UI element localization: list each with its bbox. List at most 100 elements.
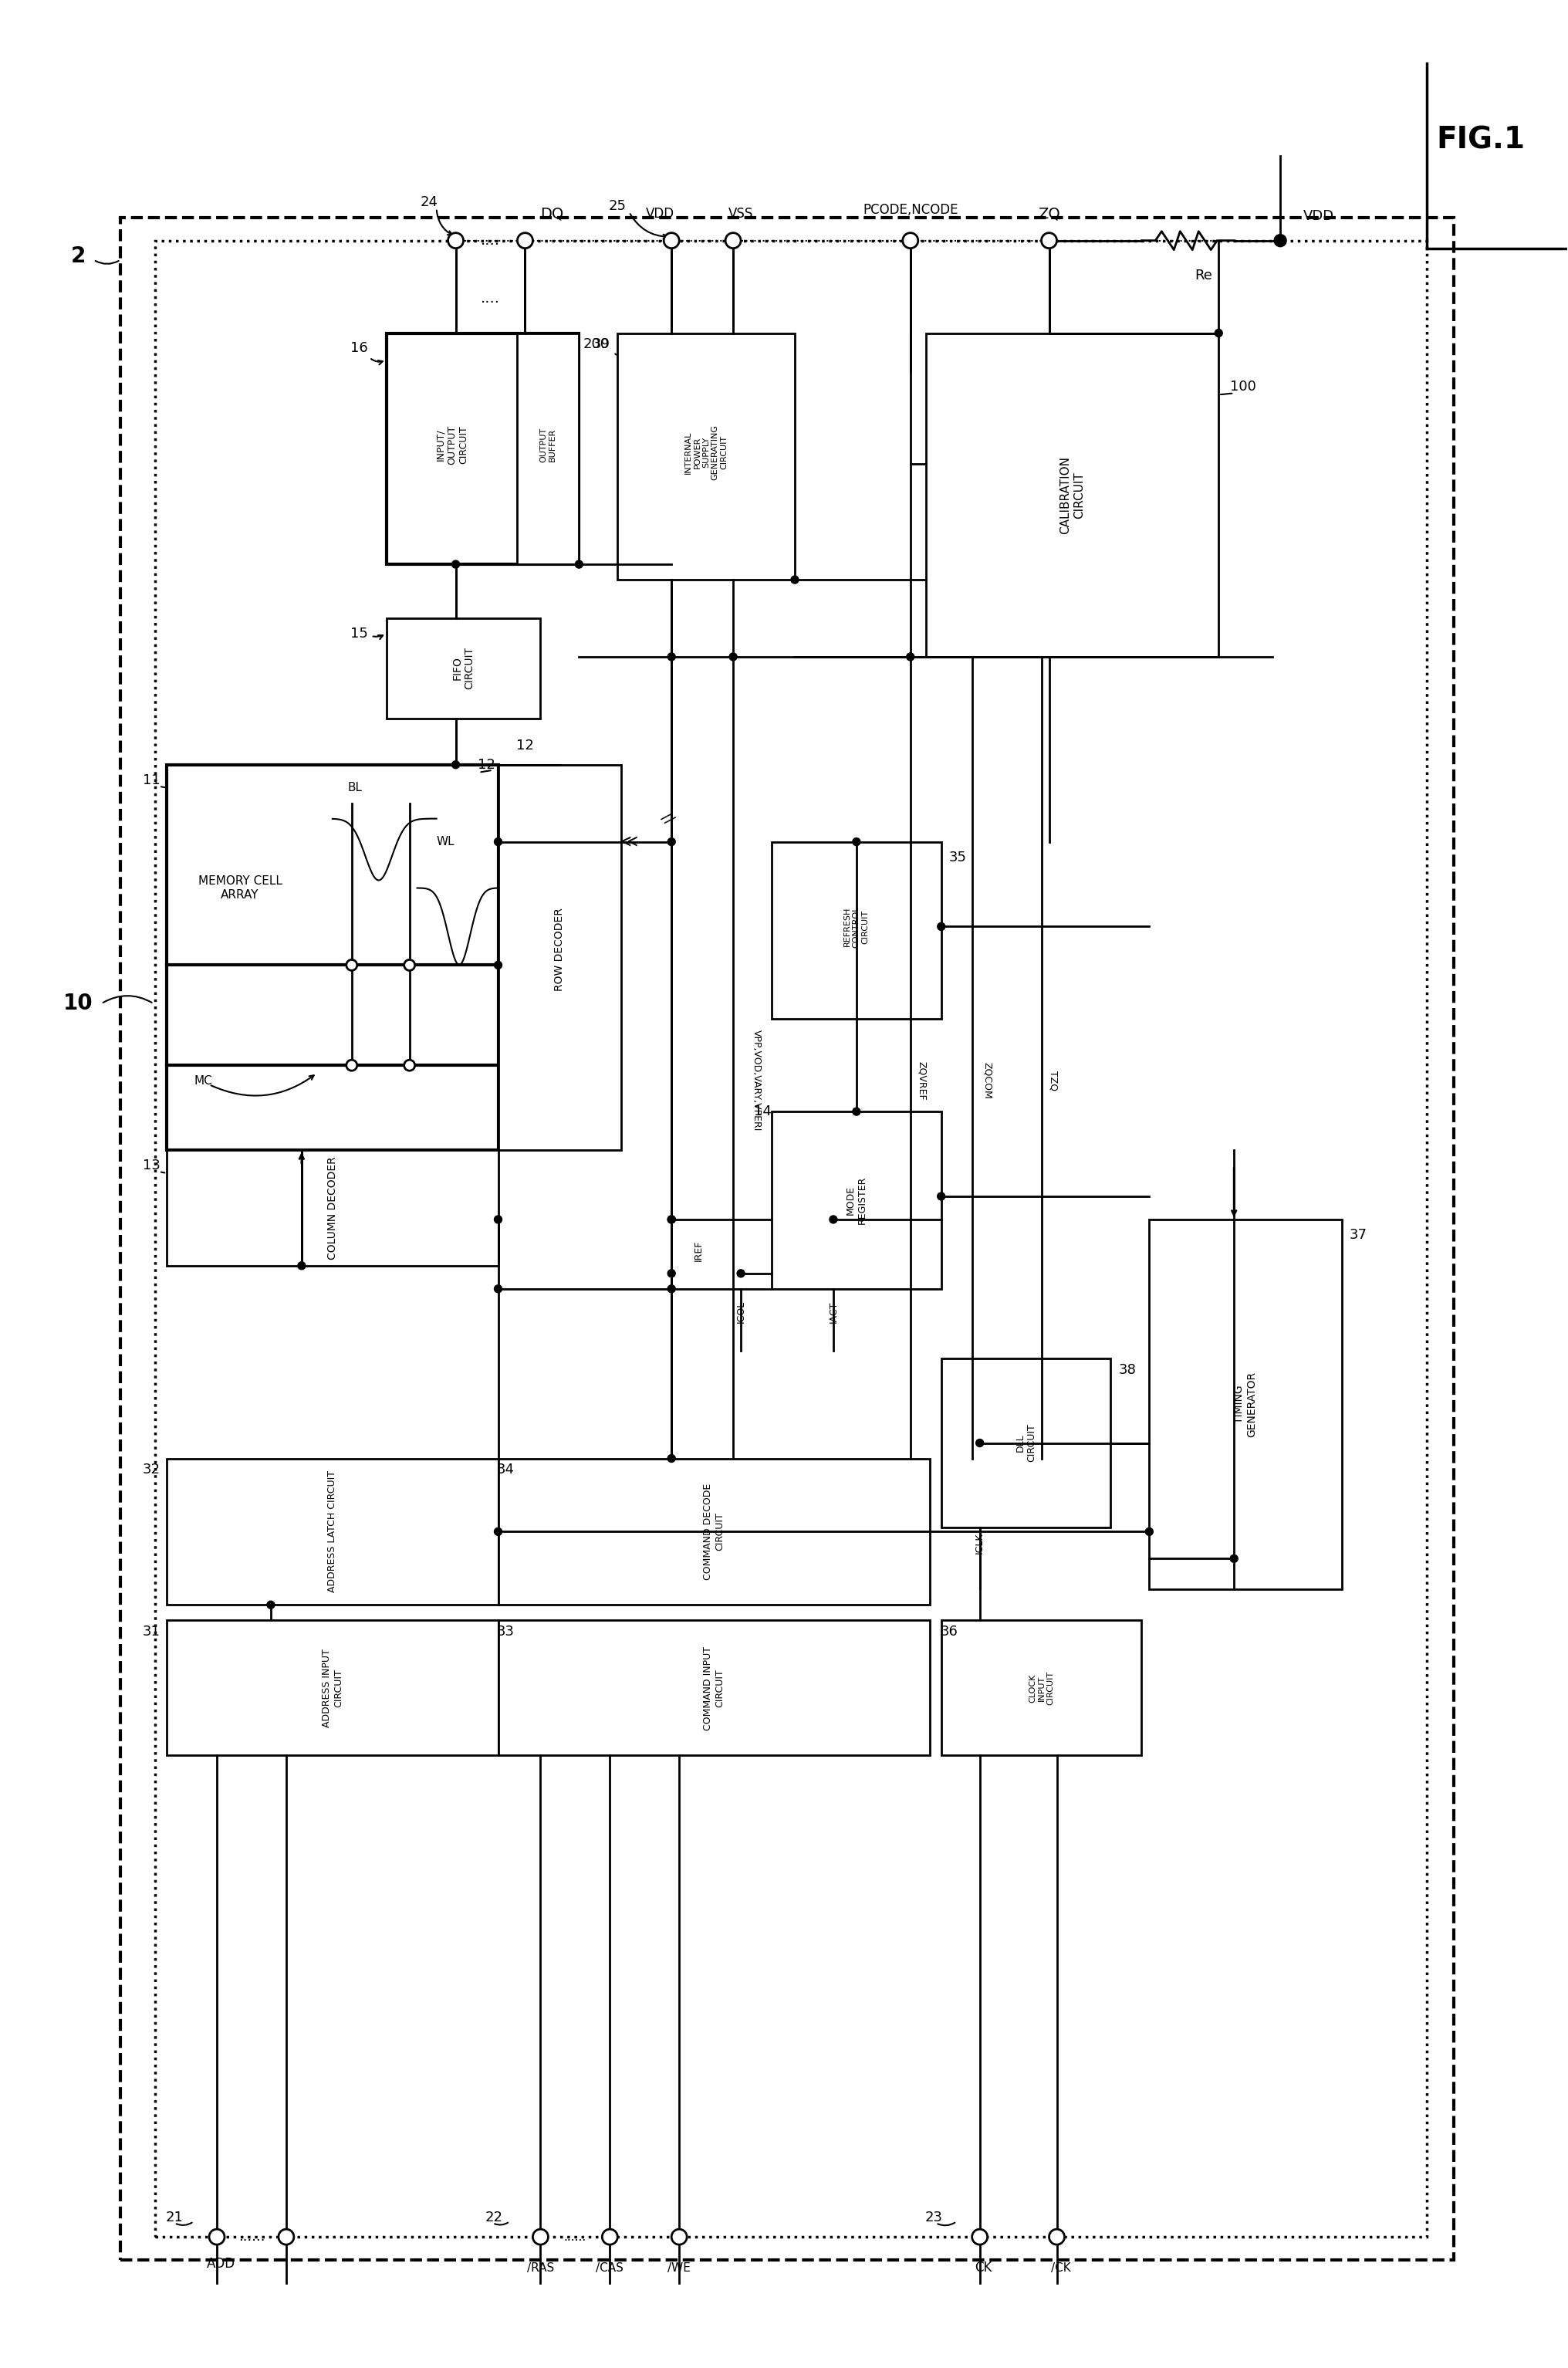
Bar xyxy=(771,841,941,1018)
Circle shape xyxy=(668,1269,676,1276)
Text: 21: 21 xyxy=(166,2212,183,2224)
Circle shape xyxy=(452,561,459,568)
Bar xyxy=(941,1359,1110,1527)
Text: DLL
CIRCUIT: DLL CIRCUIT xyxy=(1014,1423,1036,1461)
Text: MODE
REGISTER: MODE REGISTER xyxy=(845,1177,867,1224)
Bar xyxy=(386,618,541,718)
Circle shape xyxy=(452,760,459,770)
Text: ADDRESS INPUT
CIRCUIT: ADDRESS INPUT CIRCUIT xyxy=(321,1648,343,1726)
Circle shape xyxy=(1145,1527,1152,1534)
Text: 22: 22 xyxy=(486,2212,503,2224)
Bar xyxy=(386,334,579,564)
Text: ZQVREF: ZQVREF xyxy=(917,1061,927,1101)
Text: INTERNAL
POWER
SUPPLY
GENERATING
CIRCUIT: INTERNAL POWER SUPPLY GENERATING CIRCUIT xyxy=(684,424,728,481)
Text: TZQ: TZQ xyxy=(1047,1070,1058,1092)
Bar xyxy=(499,765,621,1151)
Bar xyxy=(771,1111,941,1288)
Text: FIFO
CIRCUIT: FIFO CIRCUIT xyxy=(452,646,475,689)
Text: CLOCK
INPUT
CIRCUIT: CLOCK INPUT CIRCUIT xyxy=(1029,1672,1054,1705)
Circle shape xyxy=(668,838,676,845)
Text: 11: 11 xyxy=(143,774,160,786)
Circle shape xyxy=(1041,232,1057,249)
Text: Re: Re xyxy=(1195,268,1212,282)
Circle shape xyxy=(575,561,583,568)
Bar xyxy=(166,765,499,1151)
Text: /RAS: /RAS xyxy=(527,2261,554,2273)
Text: ZQ: ZQ xyxy=(1038,206,1060,220)
Circle shape xyxy=(1215,329,1223,336)
Circle shape xyxy=(1275,234,1286,246)
Text: 13: 13 xyxy=(143,1158,160,1172)
Text: MEMORY CELL
ARRAY: MEMORY CELL ARRAY xyxy=(198,876,282,900)
Text: ......: ...... xyxy=(564,2231,586,2242)
Circle shape xyxy=(829,1215,837,1224)
Text: VSS: VSS xyxy=(729,206,753,220)
Bar xyxy=(155,242,1427,2238)
Text: COMMAND DECODE
CIRCUIT: COMMAND DECODE CIRCUIT xyxy=(702,1482,724,1579)
Text: VDD: VDD xyxy=(1303,208,1334,223)
Circle shape xyxy=(209,2228,224,2245)
Text: /WE: /WE xyxy=(668,2261,691,2273)
Text: 24: 24 xyxy=(420,194,437,208)
Text: BL: BL xyxy=(348,781,362,793)
Circle shape xyxy=(1231,1556,1237,1563)
Circle shape xyxy=(906,654,914,661)
Text: 16: 16 xyxy=(351,341,368,355)
Bar xyxy=(499,1620,930,1755)
Text: ZQCOM: ZQCOM xyxy=(983,1063,993,1099)
Circle shape xyxy=(267,1601,274,1608)
Circle shape xyxy=(1049,2228,1065,2245)
Bar xyxy=(941,1620,1142,1755)
Text: 35: 35 xyxy=(949,850,966,864)
Text: ....: .... xyxy=(481,232,500,249)
Text: 33: 33 xyxy=(497,1624,514,1639)
Text: 32: 32 xyxy=(143,1463,160,1478)
Bar xyxy=(166,1620,499,1755)
Text: PCODE,NCODE: PCODE,NCODE xyxy=(862,204,958,218)
Circle shape xyxy=(298,1262,306,1269)
Circle shape xyxy=(602,2228,618,2245)
Text: WL: WL xyxy=(436,836,455,848)
Text: 14: 14 xyxy=(754,1103,771,1118)
Text: INPUT/
OUTPUT
CIRCUIT: INPUT/ OUTPUT CIRCUIT xyxy=(436,426,469,464)
Text: CK: CK xyxy=(975,2261,993,2276)
Text: COMMAND INPUT
CIRCUIT: COMMAND INPUT CIRCUIT xyxy=(702,1646,724,1731)
Text: COLUMN DECODER: COLUMN DECODER xyxy=(328,1156,337,1260)
Circle shape xyxy=(938,1193,946,1201)
Circle shape xyxy=(729,654,737,661)
Text: ROW DECODER: ROW DECODER xyxy=(555,907,564,992)
Text: //: // xyxy=(659,810,676,826)
Circle shape xyxy=(790,575,798,583)
Text: 12: 12 xyxy=(516,739,535,753)
Circle shape xyxy=(279,2228,293,2245)
Text: OUTPUT
BUFFER: OUTPUT BUFFER xyxy=(539,426,557,462)
Text: ADDRESS LATCH CIRCUIT: ADDRESS LATCH CIRCUIT xyxy=(328,1471,337,1594)
Circle shape xyxy=(972,2228,988,2245)
Circle shape xyxy=(494,1527,502,1534)
Text: ICLK: ICLK xyxy=(975,1532,985,1553)
Bar xyxy=(925,334,1218,656)
Bar xyxy=(517,334,579,564)
Circle shape xyxy=(668,1286,676,1293)
Bar xyxy=(499,1459,930,1606)
Text: ....: .... xyxy=(481,291,500,305)
Text: 31: 31 xyxy=(143,1624,160,1639)
Text: 25: 25 xyxy=(608,199,627,213)
Text: ADD: ADD xyxy=(207,2257,235,2271)
Circle shape xyxy=(494,838,502,845)
Circle shape xyxy=(494,1286,502,1293)
Text: IACT: IACT xyxy=(828,1300,839,1324)
Text: 15: 15 xyxy=(351,628,368,642)
Text: ......: ...... xyxy=(238,2231,265,2245)
Text: 10: 10 xyxy=(63,992,93,1014)
Bar xyxy=(166,1459,499,1606)
Text: 12: 12 xyxy=(478,758,495,772)
Bar xyxy=(618,334,795,580)
Circle shape xyxy=(494,1215,502,1224)
Text: TIMING
GENERATOR: TIMING GENERATOR xyxy=(1234,1371,1258,1437)
Text: ≪: ≪ xyxy=(619,834,638,850)
Text: 36: 36 xyxy=(941,1624,958,1639)
Text: 39: 39 xyxy=(593,339,610,350)
Circle shape xyxy=(668,654,676,661)
Text: 37: 37 xyxy=(1350,1229,1367,1241)
